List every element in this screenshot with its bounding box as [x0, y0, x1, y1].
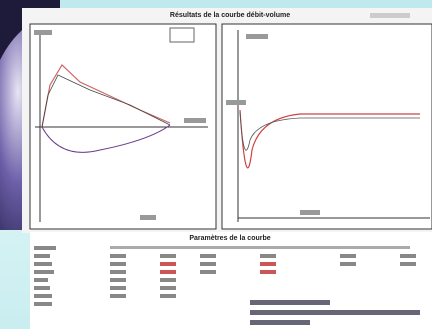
cell-placeholder: [110, 262, 126, 266]
text-placeholder: [226, 100, 246, 105]
cell-placeholder: [200, 262, 216, 266]
cell-placeholder: [160, 278, 176, 282]
cell-placeholder: [340, 254, 356, 258]
cell-placeholder: [110, 278, 126, 282]
text-placeholder: [34, 30, 52, 35]
text-placeholder: [370, 13, 410, 18]
cell-placeholder: [160, 294, 176, 298]
cell-placeholder: [34, 302, 52, 306]
table-title: Paramètres de la courbe: [189, 235, 270, 242]
cell-placeholder: [160, 286, 176, 290]
cell-placeholder: [34, 270, 54, 274]
cell-placeholder: [200, 254, 216, 258]
cell-placeholder: [400, 262, 416, 266]
text-placeholder: [250, 300, 330, 305]
text-placeholder: [250, 310, 420, 315]
cell-placeholder: [340, 262, 356, 266]
legend-box: [170, 28, 194, 42]
cell-placeholder: [200, 270, 216, 274]
window-title: Résultats de la courbe débit-volume: [170, 12, 290, 19]
cell-placeholder: [34, 294, 52, 298]
cell-placeholder: [160, 262, 176, 266]
cell-placeholder: [260, 254, 276, 258]
cell-placeholder: [260, 270, 276, 274]
cell-placeholder: [34, 262, 52, 266]
cell-placeholder: [260, 262, 276, 266]
cell-placeholder: [160, 254, 176, 258]
header-placeholder: [110, 246, 410, 249]
text-placeholder: [300, 210, 320, 215]
cell-placeholder: [34, 286, 50, 290]
cell-placeholder: [110, 254, 126, 258]
screenshot: Résultats de la courbe débit-volume Para…: [0, 0, 432, 329]
chart-panel: [222, 24, 432, 229]
cell-placeholder: [110, 294, 126, 298]
text-placeholder: [246, 34, 268, 39]
cell-placeholder: [110, 270, 126, 274]
cell-placeholder: [160, 270, 176, 274]
text-placeholder: [140, 215, 156, 220]
cell-placeholder: [34, 254, 50, 258]
cell-placeholder: [34, 246, 56, 250]
cell-placeholder: [34, 278, 48, 282]
text-placeholder: [250, 320, 310, 325]
text-placeholder: [184, 118, 206, 123]
page: Résultats de la courbe débit-volume Para…: [0, 0, 432, 329]
cell-placeholder: [110, 286, 126, 290]
cell-placeholder: [400, 254, 416, 258]
